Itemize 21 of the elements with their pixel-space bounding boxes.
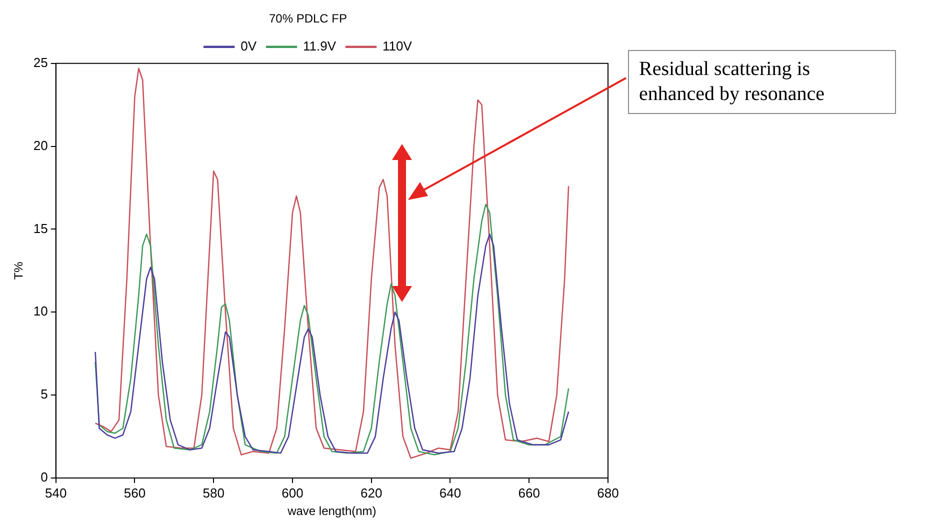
- x-tick-label: 560: [124, 485, 146, 500]
- y-tick-label: 0: [40, 470, 48, 485]
- x-tick-label: 580: [202, 485, 224, 500]
- legend-label: 0V: [240, 38, 257, 54]
- x-tick-label: 620: [360, 485, 382, 500]
- y-axis-title: T%: [12, 261, 26, 280]
- x-tick-label: 540: [45, 485, 67, 500]
- y-tick-label: 15: [33, 220, 48, 236]
- x-tick-label: 640: [439, 485, 462, 500]
- x-axis-title: wave length(nm): [286, 504, 376, 518]
- y-tick-label: 5: [40, 386, 48, 402]
- y-tick-label: 10: [33, 304, 48, 319]
- text: Residual scattering is enhanced by resonance: [628, 50, 896, 114]
- legend-label: 110V: [382, 38, 412, 54]
- x-tick-label: 680: [597, 485, 619, 500]
- x-tick-label: 660: [518, 485, 540, 500]
- y-tick-label: 20: [33, 138, 48, 153]
- legend-label: 11.9V: [303, 38, 336, 54]
- y-tick-label: 25: [33, 54, 48, 70]
- x-tick-label: 600: [282, 485, 304, 500]
- chart-title: 70% PDLC FP: [268, 12, 348, 26]
